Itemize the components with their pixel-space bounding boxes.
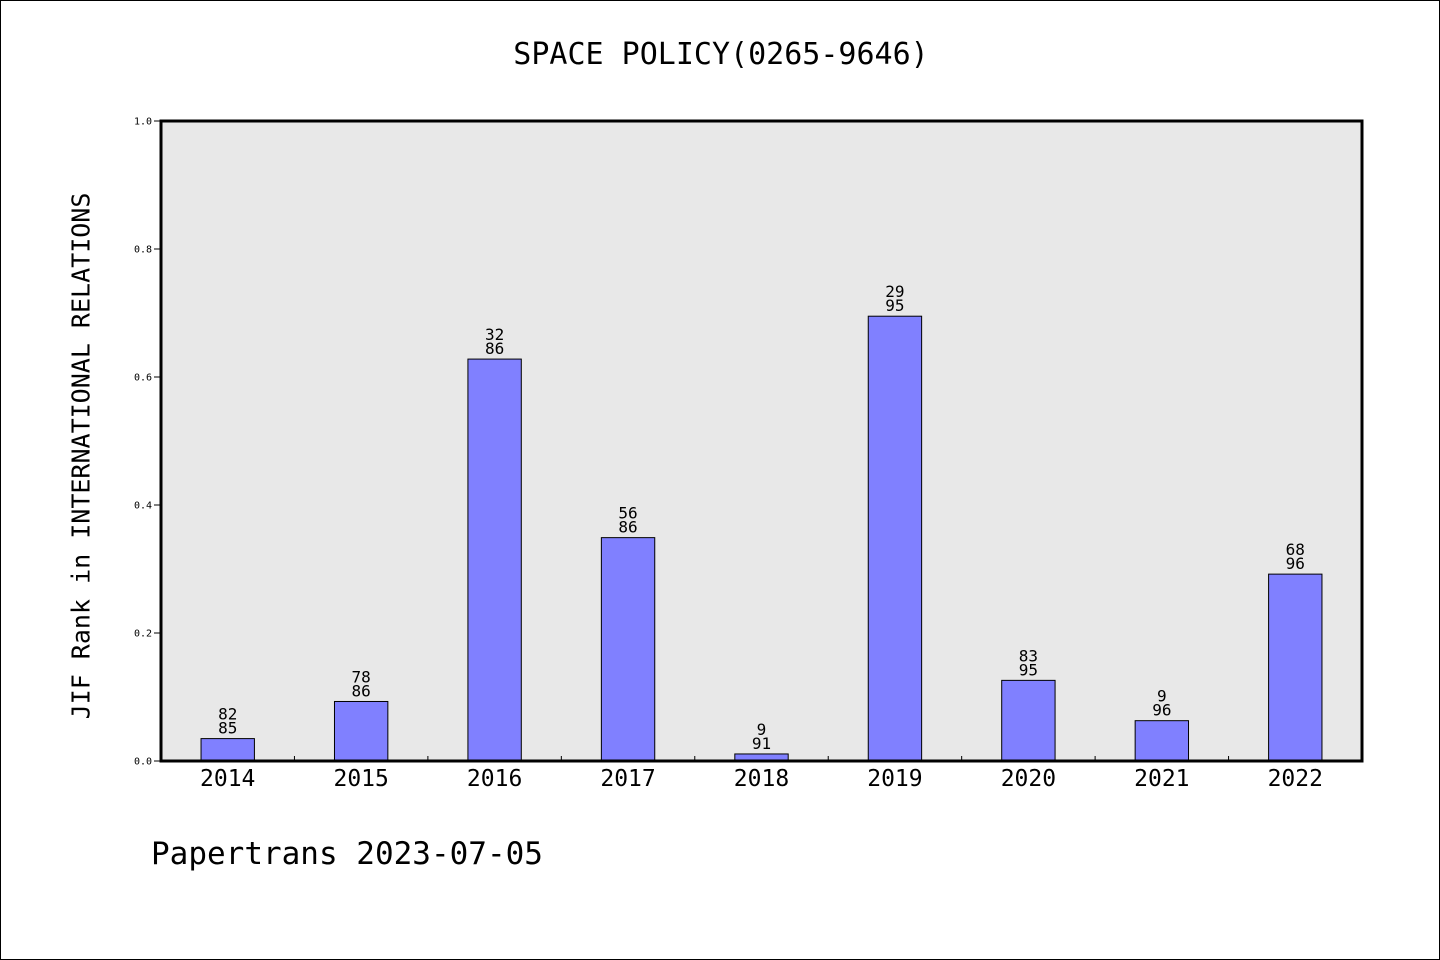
bar-rank-label: 9 (1157, 687, 1167, 706)
x-tick-label: 2015 (333, 766, 388, 792)
bar-2016 (467, 358, 522, 762)
bar-total-label: 95 (1019, 660, 1038, 679)
bar-2014 (200, 738, 255, 762)
bar-total-label: 85 (218, 719, 237, 738)
x-tick-label: 2019 (867, 766, 922, 792)
y-tick-label: 0.0 (134, 757, 152, 768)
footer-credit: Papertrans 2023-07-05 (151, 836, 543, 872)
x-tick-label: 2021 (1134, 766, 1189, 792)
bar-total-label: 86 (352, 681, 371, 700)
bar-rank-label: 82 (218, 705, 237, 724)
plot-area (161, 121, 1362, 761)
bar-2020 (1001, 679, 1056, 762)
bar-rank-label: 83 (1019, 646, 1038, 665)
bar-total-label: 86 (485, 339, 504, 358)
bar-2017 (600, 537, 656, 762)
bar-total-label: 96 (1152, 701, 1171, 720)
x-tick-label: 2020 (1001, 766, 1056, 792)
bar-rank-label: 9 (757, 720, 767, 739)
bar-rank-label: 56 (618, 504, 637, 523)
bar-rank-label: 29 (885, 282, 904, 301)
bar-2019 (867, 315, 923, 762)
y-tick-label: 0.4 (134, 501, 152, 512)
bar-total-label: 96 (1286, 554, 1305, 573)
x-tick-label: 2018 (734, 766, 789, 792)
x-tick-label: 2014 (200, 766, 255, 792)
x-tick-label: 2022 (1268, 766, 1323, 792)
bar-2022 (1268, 573, 1323, 762)
bar-total-label: 91 (752, 734, 771, 753)
bar-2021 (1134, 720, 1190, 762)
chart-title: SPACE POLICY(0265-9646) (513, 37, 929, 72)
bar-rank-label: 78 (352, 667, 371, 686)
x-tick-label: 2017 (600, 766, 655, 792)
bar-rank-label: 32 (485, 325, 504, 344)
plot-border (159, 119, 1364, 763)
y-tick-label: 0.6 (134, 373, 152, 384)
bar-2015 (333, 700, 389, 762)
y-tick-label: 0.2 (134, 629, 152, 640)
bar-total-label: 86 (618, 518, 637, 537)
x-tick-label: 2016 (467, 766, 522, 792)
y-tick-label: 1.0 (134, 117, 152, 128)
bar-rank-label: 68 (1286, 540, 1305, 559)
y-tick-label: 0.8 (134, 245, 152, 256)
bar-total-label: 95 (885, 296, 904, 315)
